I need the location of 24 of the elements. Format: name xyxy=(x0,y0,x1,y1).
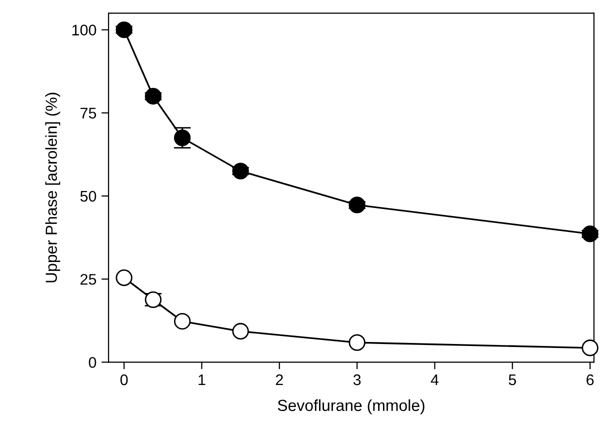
point xyxy=(582,340,598,356)
point xyxy=(232,322,249,340)
x-tick-label: 0 xyxy=(120,374,128,386)
x-tick-label: 3 xyxy=(353,374,361,386)
y-tick-label: 75 xyxy=(80,108,96,119)
point xyxy=(116,21,132,38)
y-tick-label: 100 xyxy=(72,24,96,36)
point xyxy=(116,269,132,286)
x-tick-label: 5 xyxy=(508,374,516,386)
point xyxy=(348,196,366,214)
point xyxy=(232,162,249,180)
x-tick-label: 2 xyxy=(276,374,283,386)
y-tick-label: 50 xyxy=(80,190,96,202)
y-tick-label: 25 xyxy=(80,274,96,285)
y-tick-label: 0 xyxy=(88,357,96,368)
point xyxy=(144,88,162,105)
x-tick-label: 1 xyxy=(198,374,206,386)
x-tick-label: 6 xyxy=(586,374,594,386)
point xyxy=(348,334,366,351)
point xyxy=(174,312,191,330)
y-axis-title: Upper Phase [acrolein] (%) xyxy=(45,92,60,282)
point xyxy=(582,226,598,242)
x-tick-label: 4 xyxy=(430,374,439,386)
x-axis-title: Sevoflurane (mmole) xyxy=(278,399,424,414)
